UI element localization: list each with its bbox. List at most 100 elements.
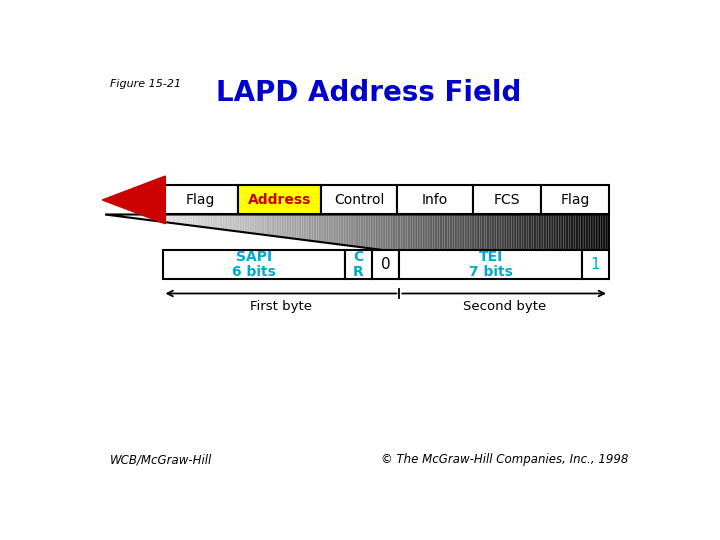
Polygon shape: [451, 214, 453, 259]
Polygon shape: [389, 214, 390, 251]
Polygon shape: [250, 214, 251, 233]
Polygon shape: [310, 214, 312, 241]
Polygon shape: [546, 214, 549, 271]
Bar: [163, 250, 345, 279]
Polygon shape: [144, 214, 145, 220]
Polygon shape: [536, 214, 539, 270]
Polygon shape: [516, 214, 518, 267]
Polygon shape: [562, 214, 564, 273]
Polygon shape: [268, 214, 270, 235]
Polygon shape: [270, 214, 271, 236]
Text: TEI
7 bits: TEI 7 bits: [469, 250, 513, 279]
Polygon shape: [606, 214, 607, 279]
Polygon shape: [149, 214, 150, 220]
Polygon shape: [354, 214, 356, 246]
Polygon shape: [196, 214, 197, 226]
Polygon shape: [236, 214, 238, 232]
Polygon shape: [382, 214, 384, 250]
Polygon shape: [167, 214, 169, 222]
Polygon shape: [280, 214, 282, 237]
Polygon shape: [191, 214, 192, 226]
Polygon shape: [491, 214, 493, 264]
Polygon shape: [347, 214, 348, 246]
Polygon shape: [552, 214, 554, 272]
Polygon shape: [154, 214, 156, 221]
Polygon shape: [145, 214, 147, 220]
Polygon shape: [356, 214, 357, 247]
Polygon shape: [428, 214, 429, 256]
Polygon shape: [177, 214, 179, 224]
Polygon shape: [549, 214, 550, 272]
Polygon shape: [255, 214, 256, 234]
Bar: [582, 250, 609, 279]
Polygon shape: [225, 214, 226, 230]
Polygon shape: [585, 214, 587, 276]
Polygon shape: [357, 214, 359, 247]
Polygon shape: [600, 214, 602, 278]
Polygon shape: [525, 214, 526, 268]
Polygon shape: [495, 214, 496, 265]
Polygon shape: [159, 214, 161, 221]
Polygon shape: [375, 214, 377, 249]
Polygon shape: [374, 214, 375, 249]
Polygon shape: [397, 214, 399, 252]
Polygon shape: [402, 214, 404, 253]
Polygon shape: [251, 214, 253, 233]
Polygon shape: [485, 214, 486, 264]
Polygon shape: [469, 214, 471, 261]
Polygon shape: [405, 214, 408, 253]
Polygon shape: [515, 214, 516, 267]
Polygon shape: [535, 214, 536, 269]
Polygon shape: [367, 214, 369, 248]
Polygon shape: [293, 214, 295, 239]
Polygon shape: [231, 214, 233, 231]
Text: Control: Control: [334, 193, 384, 207]
Polygon shape: [436, 214, 438, 257]
Polygon shape: [554, 214, 555, 272]
Polygon shape: [120, 214, 122, 217]
Polygon shape: [390, 214, 392, 251]
Polygon shape: [426, 214, 428, 256]
Polygon shape: [328, 214, 330, 244]
Polygon shape: [580, 214, 582, 275]
Polygon shape: [265, 214, 266, 235]
Polygon shape: [550, 214, 552, 272]
Polygon shape: [127, 214, 129, 218]
Polygon shape: [528, 214, 530, 269]
Polygon shape: [166, 214, 167, 222]
Text: Address: Address: [248, 193, 312, 207]
Polygon shape: [454, 214, 456, 259]
Polygon shape: [186, 214, 187, 225]
Polygon shape: [466, 214, 468, 261]
Polygon shape: [584, 214, 585, 276]
Polygon shape: [312, 214, 313, 241]
Polygon shape: [137, 214, 139, 219]
Polygon shape: [555, 214, 557, 272]
Polygon shape: [410, 214, 413, 254]
Polygon shape: [278, 214, 280, 237]
Polygon shape: [220, 214, 221, 230]
Polygon shape: [210, 214, 211, 228]
Polygon shape: [245, 214, 246, 233]
Polygon shape: [372, 214, 374, 249]
Polygon shape: [501, 214, 503, 265]
Polygon shape: [221, 214, 222, 230]
Polygon shape: [602, 214, 604, 278]
Polygon shape: [305, 214, 307, 240]
Polygon shape: [332, 214, 333, 244]
Polygon shape: [362, 214, 364, 247]
Polygon shape: [238, 214, 240, 232]
Polygon shape: [560, 214, 562, 273]
Polygon shape: [587, 214, 589, 276]
Polygon shape: [139, 214, 140, 219]
Polygon shape: [481, 214, 483, 263]
Polygon shape: [212, 214, 215, 228]
Bar: [238, 185, 321, 214]
Polygon shape: [161, 214, 162, 222]
Polygon shape: [478, 214, 480, 262]
Polygon shape: [169, 214, 171, 223]
Polygon shape: [404, 214, 405, 253]
Polygon shape: [577, 214, 579, 275]
Polygon shape: [182, 214, 184, 225]
Polygon shape: [130, 214, 132, 218]
